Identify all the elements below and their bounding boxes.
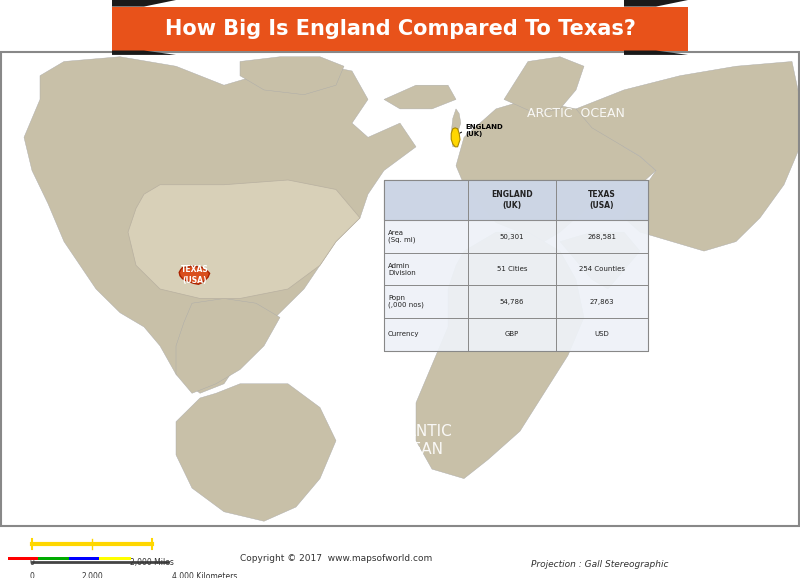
FancyBboxPatch shape (69, 557, 101, 560)
Polygon shape (560, 232, 640, 289)
Polygon shape (384, 85, 456, 109)
Polygon shape (112, 0, 176, 6)
Polygon shape (451, 109, 461, 147)
Text: 0: 0 (30, 572, 34, 578)
Polygon shape (624, 50, 688, 55)
Polygon shape (128, 180, 360, 298)
Polygon shape (576, 61, 800, 251)
Text: GBP: GBP (505, 331, 519, 338)
Polygon shape (24, 57, 416, 393)
FancyBboxPatch shape (384, 180, 648, 220)
Polygon shape (624, 0, 688, 6)
Polygon shape (176, 298, 280, 393)
Text: Projection : Gall Stereographic: Projection : Gall Stereographic (531, 561, 669, 569)
Polygon shape (451, 128, 460, 147)
Text: ARCTIC  OCEAN: ARCTIC OCEAN (527, 107, 625, 120)
Text: TEXAS
(USA): TEXAS (USA) (588, 190, 616, 210)
Text: ENGLAND
(UK): ENGLAND (UK) (491, 190, 533, 210)
Text: 2,000 Miles: 2,000 Miles (130, 558, 174, 567)
Polygon shape (240, 57, 344, 95)
FancyBboxPatch shape (99, 557, 131, 560)
Text: 4,000 Kilometers: 4,000 Kilometers (172, 572, 238, 578)
Text: 0: 0 (30, 558, 34, 567)
Text: 54,786: 54,786 (500, 299, 524, 305)
Text: Popn
(,000 nos): Popn (,000 nos) (388, 295, 424, 309)
Text: 2,000: 2,000 (81, 572, 103, 578)
FancyBboxPatch shape (8, 557, 40, 560)
Polygon shape (456, 99, 656, 242)
FancyBboxPatch shape (38, 557, 70, 560)
Text: ATLANTIC
OCEAN: ATLANTIC OCEAN (379, 424, 453, 457)
FancyBboxPatch shape (384, 180, 648, 351)
Polygon shape (504, 57, 584, 114)
Polygon shape (416, 232, 584, 479)
FancyBboxPatch shape (112, 6, 688, 50)
Text: Currency: Currency (388, 331, 419, 338)
Text: TEXAS
(USA): TEXAS (USA) (181, 265, 208, 286)
Text: 254 Counties: 254 Counties (579, 266, 625, 272)
Text: Admin
Division: Admin Division (388, 262, 416, 276)
Polygon shape (112, 50, 176, 55)
Text: Area
(Sq. mi): Area (Sq. mi) (388, 230, 415, 243)
Text: 268,581: 268,581 (587, 234, 617, 239)
Text: PACIFIC
OCEAN: PACIFIC OCEAN (17, 303, 63, 331)
Text: 27,863: 27,863 (590, 299, 614, 305)
Text: ENGLAND
(UK): ENGLAND (UK) (466, 124, 503, 137)
Text: 50,301: 50,301 (500, 234, 524, 239)
Text: 51 Cities: 51 Cities (497, 266, 527, 272)
Polygon shape (176, 384, 336, 521)
Polygon shape (179, 266, 210, 284)
Text: Copyright © 2017  www.mapsofworld.com: Copyright © 2017 www.mapsofworld.com (240, 554, 432, 563)
Text: USD: USD (594, 331, 610, 338)
Text: How Big Is England Compared To Texas?: How Big Is England Compared To Texas? (165, 18, 635, 39)
